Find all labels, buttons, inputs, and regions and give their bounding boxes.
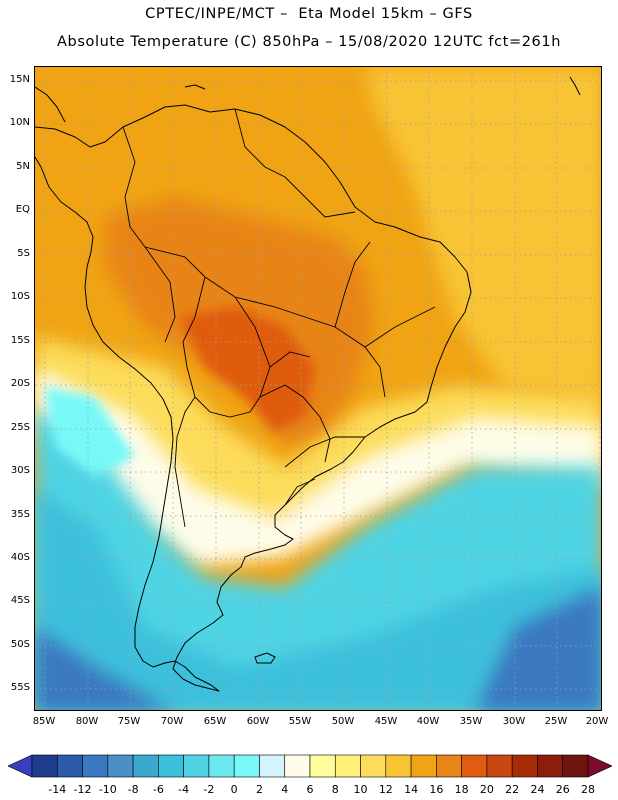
colorbar-label: 22: [505, 783, 520, 796]
colorbar-label: 0: [230, 783, 238, 796]
lat-label-40s: 40S: [10, 552, 30, 563]
lat-label-45s: 45S: [10, 595, 30, 606]
lon-label-55w: 55W: [288, 716, 312, 727]
lat-label-10n: 10N: [9, 117, 30, 128]
colorbar-swatch: [334, 754, 361, 778]
lon-label-70w: 70W: [160, 716, 184, 727]
colorbar-label: 20: [479, 783, 494, 796]
lon-label-20w: 20W: [585, 716, 609, 727]
colorbar-high-arrow: [587, 754, 612, 778]
colorbar-swatch: [132, 754, 159, 778]
colorbar-swatch: [410, 754, 437, 778]
lat-label-25s: 25S: [10, 422, 30, 433]
colorbar-swatch: [107, 754, 134, 778]
lat-label-55s: 55S: [10, 682, 30, 693]
colorbar-label: 24: [530, 783, 545, 796]
lon-label-40w: 40W: [416, 716, 440, 727]
colorbar-swatch: [486, 754, 513, 778]
country-borders: [122, 108, 436, 528]
temp-field-coldest-southeast: [475, 587, 601, 710]
colorbar-swatch: [259, 754, 286, 778]
lat-label-5n: 5N: [16, 161, 30, 172]
temp-field-north-atlantic: [365, 67, 601, 397]
colorbar-label: -10: [98, 783, 117, 796]
colorbar-label: -2: [203, 783, 215, 796]
colorbar-swatch: [284, 754, 311, 778]
lon-label-25w: 25W: [544, 716, 568, 727]
lat-label-20s: 20S: [10, 378, 30, 389]
colorbar-label: 12: [378, 783, 393, 796]
colorbar-label: 28: [581, 783, 595, 796]
lon-label-75w: 75W: [117, 716, 141, 727]
colorbar-low-arrow: [8, 754, 33, 778]
temp-field-pale-band: [35, 367, 601, 567]
lon-label-30w: 30W: [502, 716, 526, 727]
colorbar-label: 8: [331, 783, 339, 796]
field-title: Absolute Temperature (C) 850hPa – 15/08/…: [57, 34, 561, 50]
colorbar-swatch: [436, 754, 462, 778]
lat-label-35s: 35S: [10, 509, 30, 520]
lat-label-30s: 30S: [10, 465, 30, 476]
lon-label-65w: 65W: [203, 716, 227, 727]
temp-field-colder-south: [35, 487, 601, 710]
colorbar-swatch: [233, 754, 260, 778]
lat-label-15s: 15S: [10, 335, 30, 346]
lon-label-50w: 50W: [331, 716, 355, 727]
colorbar-label: 18: [454, 783, 469, 796]
colorbar-swatch: [56, 754, 83, 778]
lon-label-35w: 35W: [459, 716, 483, 727]
colorbar-swatch: [82, 754, 109, 778]
colorbar-label: -8: [127, 783, 139, 796]
model-title: CPTEC/INPE/MCT – Eta Model 15km – GFS: [145, 6, 473, 22]
coastlines: [35, 76, 581, 692]
colorbar-label: -6: [152, 783, 164, 796]
colorbar-label: -4: [178, 783, 190, 796]
colorbar-swatch: [385, 754, 412, 778]
colorbar-swatch: [562, 754, 589, 778]
colorbar-label: 16: [429, 783, 444, 796]
colorbar-label: 4: [281, 783, 289, 796]
colorbar-swatch: [183, 754, 210, 778]
colorbar-label: -12: [73, 783, 92, 796]
temp-field-cyan-patch-west: [45, 387, 135, 477]
colorbar-swatch: [31, 754, 58, 778]
colorbar-swatch: [511, 754, 538, 778]
lon-label-80w: 80W: [75, 716, 99, 727]
temp-field-coldest-southwest: [35, 627, 172, 710]
temperature-colorbar: [8, 754, 612, 778]
colorbar-label: 14: [404, 783, 419, 796]
lat-label-10s: 10S: [10, 291, 30, 302]
colorbar-label: 10: [353, 783, 368, 796]
colorbar-label: 26: [555, 783, 570, 796]
colorbar-swatch: [461, 754, 488, 778]
temperature-map: [34, 66, 602, 711]
colorbar-label: 2: [255, 783, 263, 796]
lat-label-eq: EQ: [15, 204, 30, 215]
lat-label-50s: 50S: [10, 639, 30, 650]
colorbar-label: 6: [306, 783, 314, 796]
lon-label-85w: 85W: [32, 716, 56, 727]
colorbar-swatch: [309, 754, 336, 778]
lat-label-15n: 15N: [9, 74, 30, 85]
colorbar-swatch: [208, 754, 235, 778]
temp-field-hottest-core: [180, 307, 315, 432]
colorbar-label: -14: [48, 783, 67, 796]
lon-label-45w: 45W: [374, 716, 398, 727]
colorbar-swatch: [158, 754, 184, 778]
colorbar-swatch: [360, 754, 387, 778]
lon-label-60w: 60W: [246, 716, 270, 727]
colorbar-swatch: [537, 754, 564, 778]
lat-label-5s: 5S: [17, 248, 30, 259]
